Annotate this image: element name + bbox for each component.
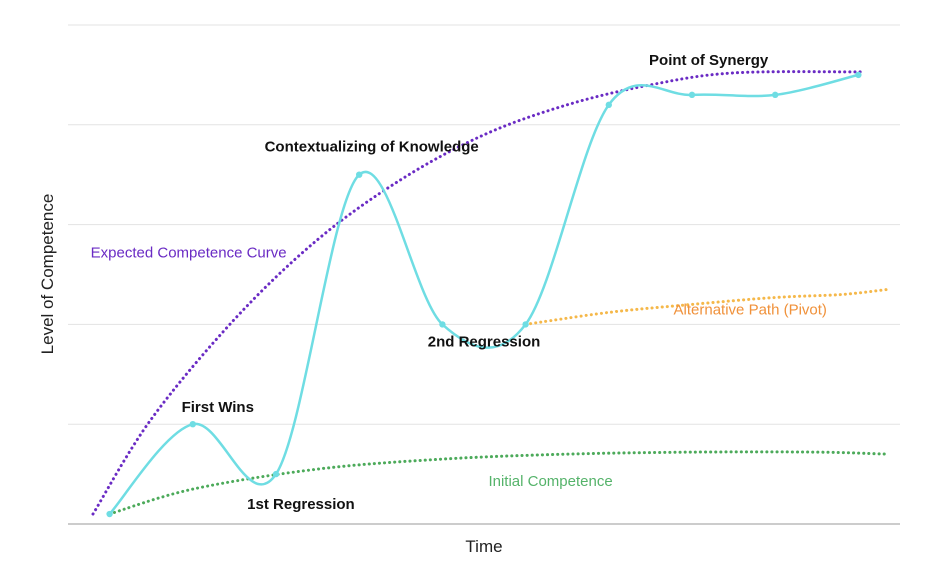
data-point [106,510,113,518]
data-point [189,421,196,428]
data-point [522,321,529,328]
data-point [356,171,363,178]
annotation-first-wins: First Wins [182,399,254,416]
gridlines [68,24,900,525]
annotation-initial-competence: Initial Competence [488,473,612,490]
data-point [688,91,696,99]
annotation-alternative-path-pivot: Alternative Path (Pivot) [674,301,827,318]
y-axis-title: Level of Competence [38,194,57,355]
data-point [272,470,280,478]
annotation-contextualizing-of-knowledge: Contextualizing of Knowledge [265,139,479,156]
data-point [855,71,862,79]
series-line-alternative-path-pivot [524,288,889,326]
data-point [772,91,779,99]
annotation-point-of-synergy: Point of Synergy [649,52,769,69]
series-line-competence-journey [108,73,860,516]
annotation-layer: Point of Synergy Contextualizing of Knowl… [91,52,827,513]
annotation-2nd-regression: 2nd Regression [428,333,541,350]
series-line-expected-competence-curve [91,70,865,516]
data-point [439,321,446,328]
series-layer [91,70,889,518]
data-point [605,101,612,109]
x-axis-title: Time [465,537,502,556]
annotation-1st-regression: 1st Regression [247,496,355,513]
series-line-initial-competence [108,450,889,516]
annotation-expected-competence-curve: Expected Competence Curve [91,245,287,262]
